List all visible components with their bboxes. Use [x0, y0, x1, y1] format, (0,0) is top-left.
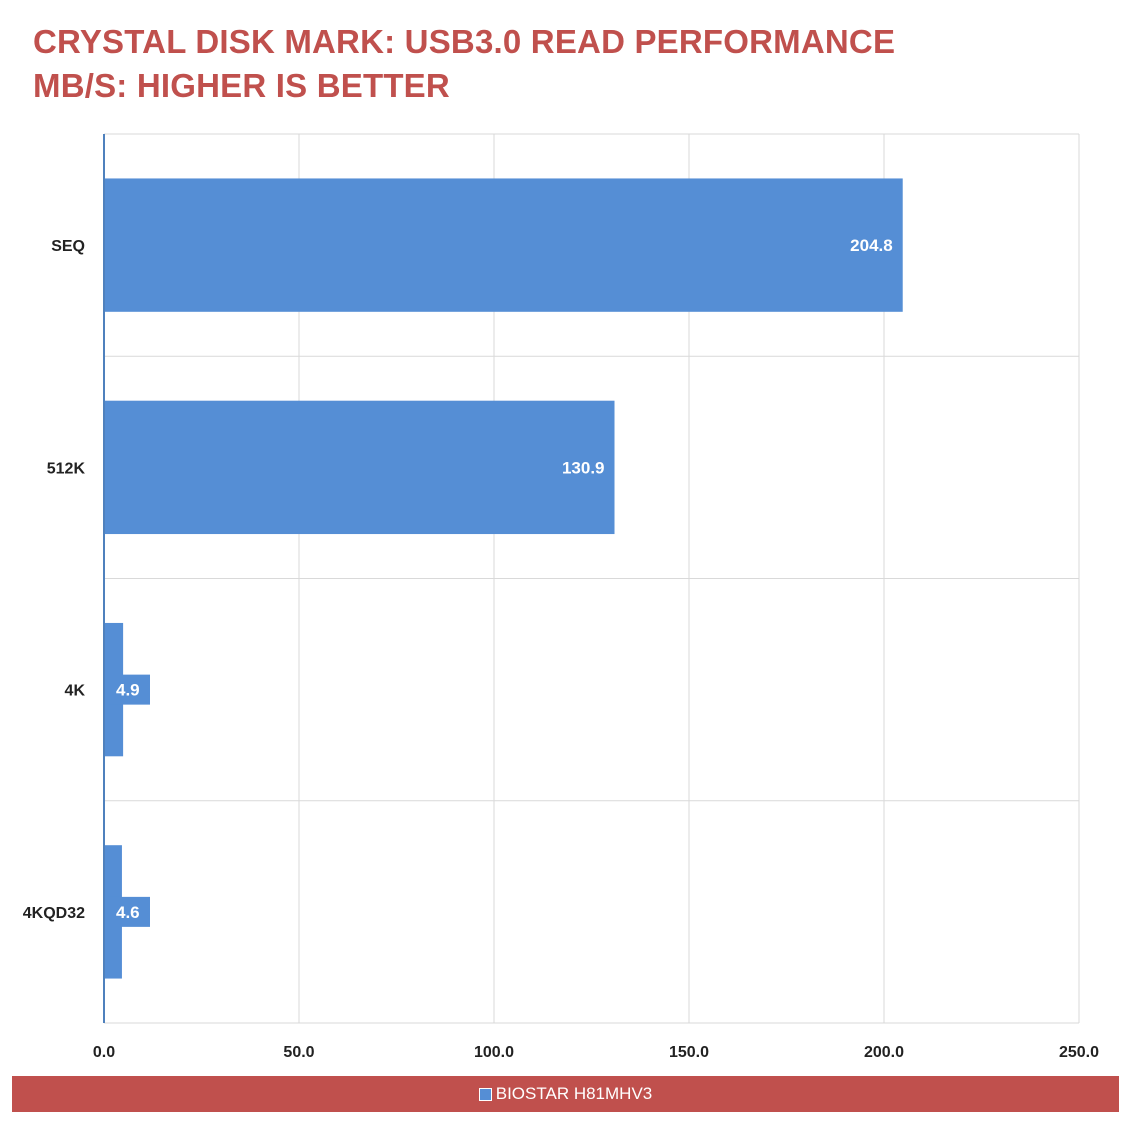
- category-label: 512K: [47, 460, 86, 477]
- category-label: 4K: [65, 683, 86, 700]
- category-label: 4KQD32: [23, 905, 85, 922]
- legend-swatch-icon: [478, 1087, 492, 1101]
- x-tick-label: 100.0: [474, 1044, 514, 1061]
- data-label-box: [108, 674, 150, 705]
- data-label: 130.9: [562, 458, 605, 477]
- data-label: 4.9: [116, 681, 140, 700]
- data-label: 4.6: [116, 903, 140, 922]
- legend-label: BIOSTAR H81MHV3: [495, 1084, 653, 1103]
- legend: BIOSTAR H81MHV3: [12, 1076, 1119, 1112]
- bar: [104, 178, 903, 312]
- x-tick-label: 200.0: [864, 1044, 904, 1061]
- bar: [104, 400, 615, 535]
- x-tick-label: 50.0: [283, 1044, 314, 1061]
- chart-title-line-2: MB/S: HIGHER IS BETTER: [33, 67, 450, 104]
- x-tick-label: 250.0: [1059, 1044, 1099, 1061]
- category-label: SEQ: [51, 238, 85, 255]
- data-label-box: [108, 896, 150, 927]
- data-label: 204.8: [850, 236, 893, 255]
- x-tick-label: 0.0: [93, 1044, 115, 1061]
- x-tick-label: 150.0: [669, 1044, 709, 1061]
- chart-title: CRYSTAL DISK MARK: USB3.0 READ PERFORMAN…: [33, 20, 895, 108]
- chart-title-line-1: CRYSTAL DISK MARK: USB3.0 READ PERFORMAN…: [33, 23, 896, 60]
